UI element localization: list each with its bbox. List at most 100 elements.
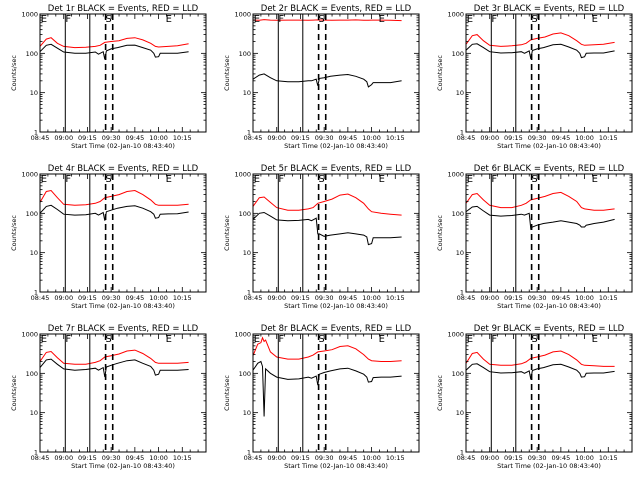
x-tick-label: 08:45 <box>457 294 476 302</box>
y-tick-label: 1 <box>34 129 38 137</box>
plot-frame <box>252 173 420 293</box>
panel-title: Det 3r BLACK = Events, RED = LLD <box>474 4 625 14</box>
x-tick-label: 08:45 <box>244 294 263 302</box>
panel-title: Det 9r BLACK = Events, RED = LLD <box>474 324 625 334</box>
marker-label-e: E <box>467 14 473 25</box>
marker-label-s: S <box>105 174 111 185</box>
x-axis-label: Start Time (02-Jan-10 08:43:40) <box>497 462 601 470</box>
x-tick-label: 09:30 <box>315 294 334 302</box>
x-tick-label: 10:15 <box>599 134 618 142</box>
y-tick-label: 100 <box>452 50 464 58</box>
lld-series-line <box>40 37 189 49</box>
x-tick-label: 09:00 <box>480 294 499 302</box>
marker-label-f: F <box>491 14 497 25</box>
marker-label-s: S <box>105 334 111 345</box>
y-tick-label: 10 <box>30 249 38 257</box>
y-tick-label: 10 <box>456 249 464 257</box>
y-tick-label: 1000 <box>21 171 38 179</box>
y-tick-label: 100 <box>26 210 38 218</box>
y-tick-label: 1 <box>34 289 38 297</box>
y-axis-label: Counts/sec <box>223 55 231 91</box>
y-tick-label: 1 <box>460 129 464 137</box>
marker-label-e: E <box>254 14 260 25</box>
x-tick-label: 09:45 <box>551 454 570 462</box>
x-tick-label: 10:15 <box>599 454 618 462</box>
x-axis-label: Start Time (02-Jan-10 08:43:40) <box>284 462 388 470</box>
lld-series-line <box>253 336 402 362</box>
lld-series-line <box>466 191 615 211</box>
marker-label-e: E <box>379 174 385 185</box>
x-tick-label: 08:45 <box>244 454 263 462</box>
x-tick-label: 10:00 <box>575 454 594 462</box>
y-tick-label: 1000 <box>447 331 464 339</box>
marker-label-f: F <box>278 14 284 25</box>
x-tick-label: 09:30 <box>102 294 121 302</box>
x-tick-label: 09:45 <box>551 134 570 142</box>
marker-label-e: E <box>592 334 598 345</box>
y-tick-label: 1000 <box>234 171 251 179</box>
x-tick-label: 09:00 <box>267 134 286 142</box>
x-tick-label: 09:30 <box>102 134 121 142</box>
events-series-line <box>40 204 189 221</box>
plot-frame <box>252 333 420 453</box>
x-tick-label: 08:45 <box>31 294 50 302</box>
y-tick-label: 10 <box>30 409 38 417</box>
x-tick-label: 09:30 <box>528 454 547 462</box>
x-tick-label: 09:30 <box>315 454 334 462</box>
x-axis-label: Start Time (02-Jan-10 08:43:40) <box>71 462 175 470</box>
x-tick-label: 09:00 <box>54 134 73 142</box>
x-tick-label: 09:00 <box>54 294 73 302</box>
x-axis-label: Start Time (02-Jan-10 08:43:40) <box>497 142 601 150</box>
y-tick-label: 1 <box>34 449 38 457</box>
events-series-line <box>253 211 402 246</box>
marker-label-e: E <box>467 334 473 345</box>
marker-label-e: E <box>41 334 47 345</box>
y-tick-label: 1000 <box>21 331 38 339</box>
x-tick-label: 10:00 <box>149 134 168 142</box>
lld-series-line <box>253 193 402 216</box>
marker-label-f: F <box>278 174 284 185</box>
x-tick-label: 09:45 <box>338 294 357 302</box>
marker-label-e: E <box>41 14 47 25</box>
marker-label-e: E <box>166 14 172 25</box>
x-tick-label: 09:15 <box>504 134 523 142</box>
x-tick-label: 09:15 <box>291 134 310 142</box>
y-tick-label: 100 <box>239 370 251 378</box>
x-axis-label: Start Time (02-Jan-10 08:43:40) <box>71 142 175 150</box>
marker-label-e: E <box>379 14 385 25</box>
x-tick-label: 09:45 <box>338 134 357 142</box>
marker-label-f: F <box>65 14 71 25</box>
plot-frame <box>252 13 420 133</box>
marker-label-e: E <box>254 174 260 185</box>
marker-label-s: S <box>531 174 537 185</box>
x-tick-label: 09:15 <box>78 134 97 142</box>
panel-title: Det 6r BLACK = Events, RED = LLD <box>474 164 625 174</box>
y-axis-label: Counts/sec <box>436 215 444 251</box>
marker-label-s: S <box>318 14 324 25</box>
plot-frame <box>465 333 633 453</box>
x-tick-label: 09:15 <box>291 294 310 302</box>
marker-label-f: F <box>278 334 284 345</box>
x-tick-label: 09:30 <box>315 134 334 142</box>
x-tick-label: 10:15 <box>173 134 192 142</box>
lld-series-line <box>253 19 402 22</box>
panel-title: Det 4r BLACK = Events, RED = LLD <box>48 164 199 174</box>
marker-label-e: E <box>592 14 598 25</box>
x-tick-label: 10:00 <box>575 294 594 302</box>
y-tick-label: 10 <box>243 89 251 97</box>
x-tick-label: 09:00 <box>480 134 499 142</box>
x-tick-label: 09:45 <box>125 454 144 462</box>
y-tick-label: 10 <box>456 409 464 417</box>
plot-frame <box>465 13 633 133</box>
y-tick-label: 100 <box>452 370 464 378</box>
x-tick-label: 09:30 <box>528 294 547 302</box>
x-tick-label: 09:45 <box>125 134 144 142</box>
marker-label-e: E <box>166 334 172 345</box>
x-tick-label: 10:15 <box>173 454 192 462</box>
